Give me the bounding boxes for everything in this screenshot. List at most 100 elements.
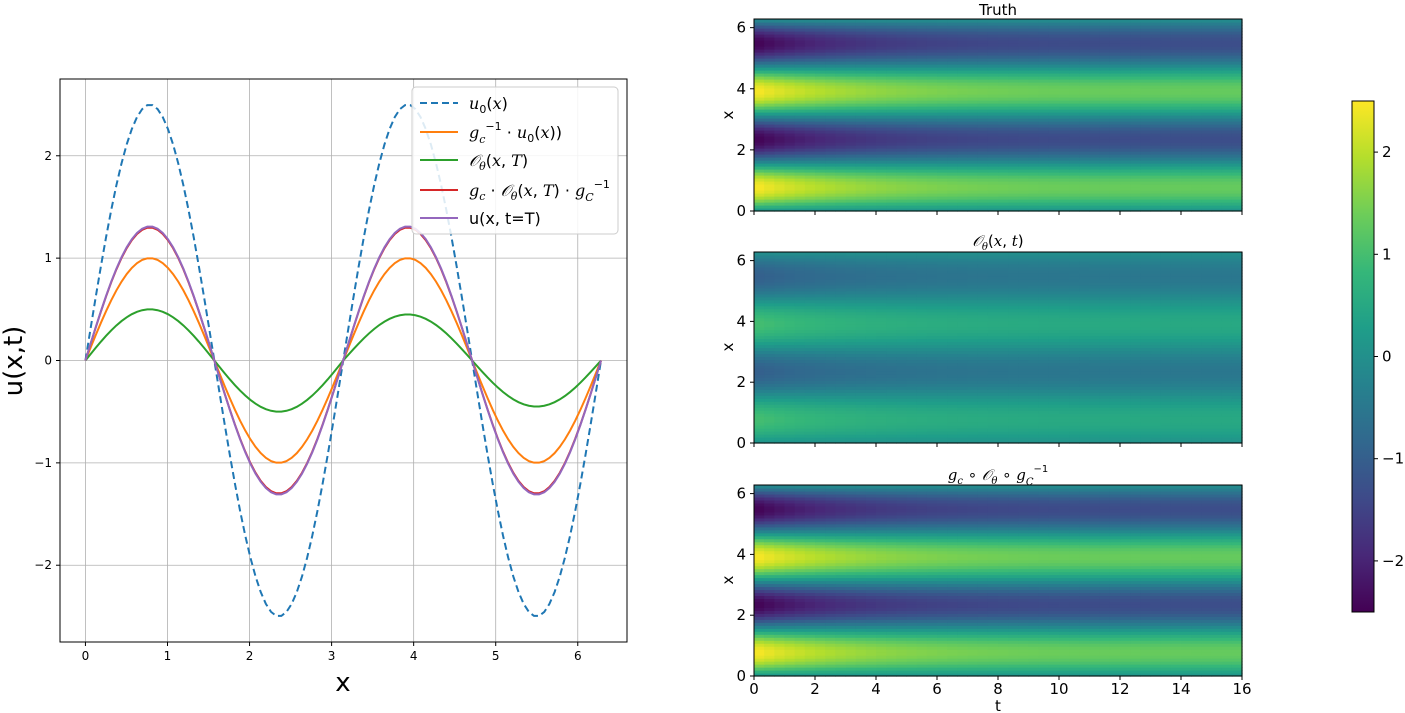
heatmap-cell (1109, 157, 1121, 161)
heatmap-cell (957, 94, 969, 98)
heatmap-cell (967, 395, 979, 399)
heatmap-cell (1150, 175, 1162, 179)
heatmap-cell (1130, 46, 1141, 50)
heatmap-cell (1120, 178, 1131, 182)
heatmap-cell (1008, 49, 1019, 53)
heatmap-cell (764, 58, 775, 62)
heatmap-cell (1038, 55, 1050, 59)
heatmap-cell (764, 103, 775, 107)
heatmap-cell (835, 67, 847, 71)
heatmap-cell (1120, 371, 1131, 375)
heatmap-cell (1059, 133, 1070, 137)
heatmap-cell (1048, 398, 1060, 402)
heatmap-cell (1120, 329, 1131, 334)
heatmap-cell (1191, 425, 1202, 429)
heatmap-cell (876, 401, 887, 405)
heatmap-cell (1008, 25, 1019, 29)
heatmap-cell (1150, 205, 1162, 209)
heatmap-cell (876, 419, 887, 423)
heatmap-cell (957, 34, 969, 38)
heatmap-cell (865, 335, 877, 340)
heatmap-cell (835, 187, 847, 191)
heatmap-cell (886, 106, 897, 110)
heatmap-cell (916, 425, 928, 429)
heatmap-cell (926, 58, 938, 62)
heatmap-cell (865, 106, 877, 110)
heatmap-cell (1191, 79, 1202, 83)
heatmap-cell (926, 205, 938, 209)
heatmap-cell (947, 347, 958, 352)
heatmap-cell (886, 377, 897, 381)
heatmap-cell (937, 341, 948, 346)
heatmap-cell (947, 76, 958, 80)
heatmap-cell (1048, 76, 1060, 80)
heatmap-cell (1059, 199, 1070, 203)
heatmap-cell (815, 422, 826, 426)
heatmap-cell (926, 124, 938, 128)
heatmap-cell (1099, 112, 1111, 116)
heatmap-cell (754, 422, 765, 426)
line-y-axis-label: u(x,t) (0, 326, 29, 397)
heatmap-cell (1181, 127, 1192, 131)
line-x-tick-label: 0 (82, 649, 90, 663)
heatmap-cell (1008, 40, 1019, 44)
heatmap-cell (815, 425, 826, 429)
heatmap-cell (1150, 383, 1162, 387)
heatmap-cell (1221, 368, 1233, 372)
heatmap-cell (947, 437, 958, 441)
heatmap-cell (845, 46, 857, 50)
heatmap-cell (1160, 31, 1172, 35)
heatmap-cell (947, 157, 958, 161)
heatmap-cell (967, 178, 979, 182)
heatmap-cell (947, 431, 958, 435)
heatmap-cell (1069, 187, 1080, 191)
heatmap-cell (1109, 368, 1121, 372)
heatmap-cell (1018, 79, 1030, 83)
heatmap-cell (764, 175, 775, 179)
heatmap-cell (1038, 356, 1050, 361)
heatmap-cell (1160, 431, 1172, 435)
heatmap-cell (804, 169, 816, 173)
heatmap-cell (1201, 154, 1213, 158)
heatmap-cell (1048, 73, 1060, 77)
heatmap-cell (1028, 43, 1040, 47)
heatmap-cell (825, 329, 836, 334)
heatmap-cell (774, 184, 786, 188)
heatmap-cell (906, 127, 918, 131)
heatmap-cell (1201, 112, 1213, 116)
heatmap-cell (1120, 76, 1131, 80)
heatmap-cell (865, 356, 877, 361)
heatmap-cell (754, 115, 765, 119)
heatmap-cell (876, 73, 887, 77)
heatmap-cell (855, 344, 867, 349)
heatmap-cell (855, 196, 867, 200)
heatmap-cell (1140, 112, 1152, 116)
heatmap-cell (1181, 199, 1192, 203)
heatmap-cell (998, 341, 1009, 346)
heatmap-cell (845, 91, 857, 95)
heatmap-cell (1130, 187, 1141, 191)
heatmap-cell (1089, 37, 1101, 41)
heatmap-cell (926, 193, 938, 197)
heatmap-cell (835, 383, 847, 387)
heatmap-cell (1181, 371, 1192, 375)
heatmap-cell (1150, 31, 1162, 35)
heatmap-cell (937, 368, 948, 372)
heatmap-cell (1069, 160, 1080, 164)
heatmap-cell (1160, 356, 1172, 361)
heatmap-cell (794, 97, 806, 101)
heatmap-cell (825, 151, 836, 155)
heatmap-cell (1079, 392, 1091, 396)
heatmap-cell (835, 55, 847, 59)
heatmap-cell (764, 356, 775, 361)
heatmap-cell (1181, 169, 1192, 173)
heatmap-cell (926, 359, 938, 364)
heatmap-cell (957, 407, 969, 411)
heatmap-cell (804, 362, 816, 366)
heatmap-cell (815, 208, 826, 212)
heatmap-cell (865, 187, 877, 191)
heatmap-cell (987, 190, 999, 194)
heatmap-cell (835, 196, 847, 200)
heatmap-cell (1069, 103, 1080, 107)
heatmap-cell (1079, 46, 1091, 50)
